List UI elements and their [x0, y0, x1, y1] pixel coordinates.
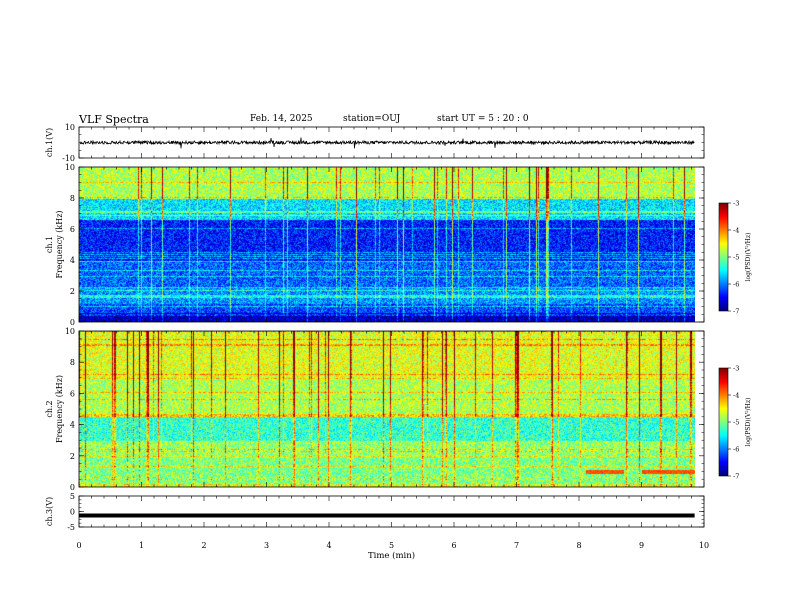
- y-tick-label: 0: [70, 508, 75, 517]
- y-tick-label: -5: [67, 523, 75, 532]
- colorbar-label: log(PSD)(V²/Hz): [745, 233, 752, 282]
- y-tick-label: 6: [70, 389, 75, 398]
- y-tick-label: 4: [70, 256, 75, 265]
- colorbar-label: log(PSD)(V²/Hz): [745, 398, 752, 447]
- x-tick-label: 9: [639, 541, 644, 550]
- spectrogram-layer: [79, 167, 728, 487]
- x-tick-label: 5: [389, 541, 394, 550]
- y-tick-label: -10: [62, 154, 75, 163]
- x-tick-label: 6: [451, 541, 456, 550]
- waveform-layer: [79, 137, 695, 518]
- ch2-spectrogram-ylabel: ch.2: [45, 400, 54, 417]
- y-tick-label: 5: [70, 492, 75, 501]
- colorbar-tick-label: -7: [733, 473, 739, 481]
- colorbar-tick-label: -3: [733, 200, 739, 208]
- x-tick-label: 2: [201, 541, 206, 550]
- y-tick-label: 8: [70, 358, 75, 367]
- start-ut-label: start UT = 5 : 20 : 0: [437, 114, 529, 124]
- x-axis-label: Time (min): [368, 550, 415, 561]
- colorbar-tick-label: -4: [733, 227, 739, 235]
- colorbar-tick-label: -6: [733, 281, 739, 289]
- y-tick-label: 0: [70, 483, 75, 492]
- colorbar-tick-label: -3: [733, 365, 739, 373]
- colorbar-2: [719, 368, 728, 476]
- ch1-waveform-trace: [79, 137, 695, 149]
- y-tick-label: 8: [70, 194, 75, 203]
- x-tick-label: 1: [139, 541, 144, 550]
- y-tick-label: 10: [65, 327, 75, 336]
- colorbar-tick-label: -4: [733, 392, 739, 400]
- x-tick-label: 10: [699, 541, 709, 550]
- x-tick-label: 3: [264, 541, 269, 550]
- text-layer: -3 -4 -5 -6 -7 log(PSD)(V²/Hz) -3 -4 -5 -6 -7 log(P…: [45, 123, 752, 561]
- y-tick-label: 10: [65, 163, 75, 172]
- y-tick-label: 10: [65, 123, 75, 132]
- station-label: station=OUJ: [343, 114, 401, 124]
- y-tick-label: 2: [70, 452, 75, 461]
- ch1-waveform-ylabel: ch.1(V): [45, 128, 54, 157]
- axes-layer: [78, 126, 731, 528]
- ch2-spectrogram-image: [79, 331, 695, 487]
- y-tick-label: 6: [70, 225, 75, 234]
- colorbar-tick-label: -6: [733, 446, 739, 454]
- ch1-spectrogram-image: [79, 167, 695, 322]
- x-tick-label: 4: [326, 541, 331, 550]
- x-tick-label: 0: [76, 541, 81, 550]
- x-tick-label: 8: [576, 541, 581, 550]
- y-tick-label: 4: [70, 421, 75, 430]
- y-tick-label: 0: [70, 318, 75, 327]
- figure-title: VLF Spectra: [79, 113, 149, 126]
- x-tick-label: 7: [514, 541, 519, 550]
- ch3-waveform-ylabel: ch.3(V): [45, 497, 54, 526]
- colorbar-tick-label: -7: [733, 308, 739, 316]
- colorbar-1: [719, 203, 728, 311]
- ch1-spectrogram-ylabel-freq: Frequency (kHz): [55, 210, 64, 278]
- y-tick-label: 2: [70, 287, 75, 296]
- ch2-spectrogram-ylabel-freq: Frequency (kHz): [55, 375, 64, 443]
- ch1-spectrogram-ylabel: ch.1: [45, 236, 54, 253]
- date-label: Feb. 14, 2025: [250, 114, 313, 124]
- colorbar-tick-label: -5: [733, 419, 739, 427]
- colorbar-tick-label: -5: [733, 254, 739, 262]
